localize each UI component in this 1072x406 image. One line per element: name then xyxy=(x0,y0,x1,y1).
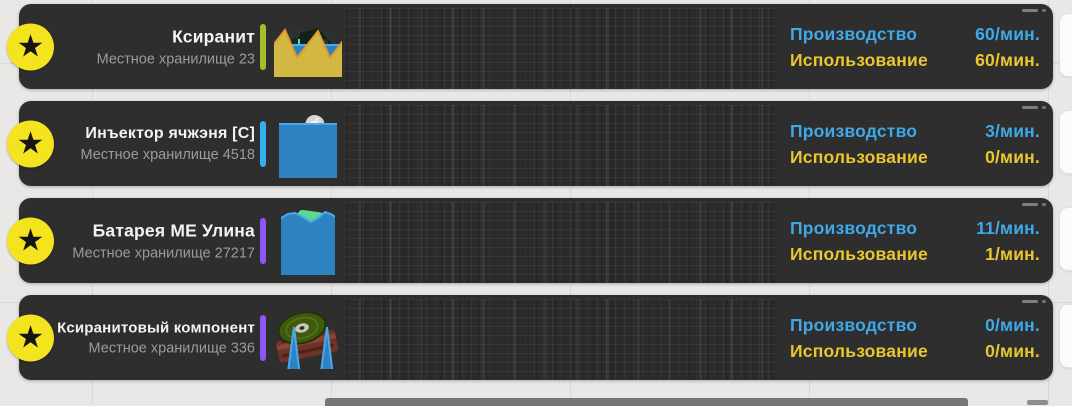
usage-value: 0/мин. xyxy=(985,146,1040,167)
star-icon: ★ xyxy=(16,319,45,354)
next-row-drag-dash xyxy=(1027,400,1048,405)
production-label: Производство xyxy=(790,314,918,335)
item-info: Ксиранит Местное хранилище 23 xyxy=(43,26,255,67)
row-drag-dash xyxy=(1022,106,1038,109)
production-label: Производство xyxy=(790,23,918,44)
row-drag-dash xyxy=(1022,203,1038,206)
next-row-top-bar xyxy=(325,398,968,406)
rate-stats: Производство 60/мин. Использование 60/ми… xyxy=(790,21,1040,73)
accent-bar xyxy=(260,314,266,361)
production-value: 0/мин. xyxy=(985,314,1040,335)
side-panel-edge[interactable] xyxy=(1059,207,1072,271)
production-stat: Производство 0/мин. xyxy=(790,312,1040,338)
stats-panel-row[interactable]: ★ Ксиранит Местное хранилище 23 Производ… xyxy=(7,4,1053,89)
production-value: 60/мин. xyxy=(975,23,1040,44)
row-drag-dot xyxy=(1042,300,1046,303)
usage-value: 60/мин. xyxy=(975,49,1040,70)
side-panel-edge[interactable] xyxy=(1059,13,1072,77)
usage-stat: Использование 0/мин. xyxy=(790,338,1040,364)
item-storage-label: Местное хранилище 23 xyxy=(96,51,255,67)
production-label: Производство xyxy=(790,217,918,238)
usage-label: Использование xyxy=(790,146,928,167)
rate-stats: Производство 0/мин. Использование 0/мин. xyxy=(790,312,1040,364)
rate-chart xyxy=(345,105,777,186)
item-storage-label: Местное хранилище 4518 xyxy=(80,146,255,163)
usage-value: 0/мин. xyxy=(985,340,1040,361)
item-name: Ксиранитовый компонент xyxy=(57,319,255,336)
item-name: Батарея МЕ Улина xyxy=(92,220,255,240)
star-icon: ★ xyxy=(16,28,45,63)
item-info: Инъектор ячжэня [C] Местное хранилище 45… xyxy=(43,125,255,163)
item-info: Батарея МЕ Улина Местное хранилище 27217 xyxy=(43,220,255,261)
xiranite-ore-icon xyxy=(271,7,345,87)
usage-stat: Использование 0/мин. xyxy=(790,144,1040,170)
usage-value: 1/мин. xyxy=(985,243,1040,264)
star-icon: ★ xyxy=(16,222,45,257)
row-drag-dot xyxy=(1042,106,1046,109)
production-stat: Производство 60/мин. xyxy=(790,21,1040,47)
item-storage-label: Местное хранилище 336 xyxy=(88,340,255,356)
item-name: Инъектор ячжэня [C] xyxy=(85,124,255,142)
accent-bar xyxy=(260,23,266,70)
stats-panel-row[interactable]: ★ Батарея МЕ Улина Местное хранилище 272… xyxy=(7,198,1053,283)
usage-label: Использование xyxy=(790,49,928,70)
xiranite-component-icon xyxy=(271,298,345,378)
side-panel-edge[interactable] xyxy=(1059,304,1072,368)
favorite-star-button[interactable]: ★ xyxy=(7,23,54,70)
item-name: Ксиранит xyxy=(172,26,255,46)
row-drag-dot xyxy=(1042,9,1046,12)
rate-chart xyxy=(345,202,777,283)
item-info: Ксиранитовый компонент Местное хранилище… xyxy=(43,319,255,356)
row-drag-dash xyxy=(1022,9,1038,12)
usage-stat: Использование 1/мин. xyxy=(790,241,1040,267)
rate-chart xyxy=(345,8,777,89)
usage-label: Использование xyxy=(790,340,928,361)
accent-bar xyxy=(260,217,266,264)
production-value: 3/мин. xyxy=(985,120,1040,141)
item-storage-label: Местное хранилище 27217 xyxy=(72,245,255,261)
side-panel-edge[interactable] xyxy=(1059,110,1072,174)
row-drag-dash xyxy=(1022,300,1038,303)
rate-chart xyxy=(345,299,777,380)
favorite-star-button[interactable]: ★ xyxy=(7,120,54,167)
production-label: Производство xyxy=(790,120,918,141)
rate-stats: Производство 11/мин. Использование 1/мин… xyxy=(790,215,1040,267)
me-ulin-battery-icon xyxy=(271,201,345,281)
favorite-star-button[interactable]: ★ xyxy=(7,314,54,361)
accent-bar xyxy=(260,120,266,167)
stats-panel-row[interactable]: ★ Инъектор ячжэня [C] Местное хранилище … xyxy=(7,101,1053,186)
rate-stats: Производство 3/мин. Использование 0/мин. xyxy=(790,118,1040,170)
production-value: 11/мин. xyxy=(976,217,1040,238)
production-stat: Производство 3/мин. xyxy=(790,118,1040,144)
stats-panel-row[interactable]: ★ Ксиранитовый компонент Местное хранили… xyxy=(7,295,1053,380)
usage-label: Использование xyxy=(790,243,928,264)
yachzhen-injector-icon xyxy=(271,104,345,184)
usage-stat: Использование 60/мин. xyxy=(790,47,1040,73)
favorite-star-button[interactable]: ★ xyxy=(7,217,54,264)
star-icon: ★ xyxy=(16,125,45,160)
row-drag-dot xyxy=(1042,203,1046,206)
production-stat: Производство 11/мин. xyxy=(790,215,1040,241)
